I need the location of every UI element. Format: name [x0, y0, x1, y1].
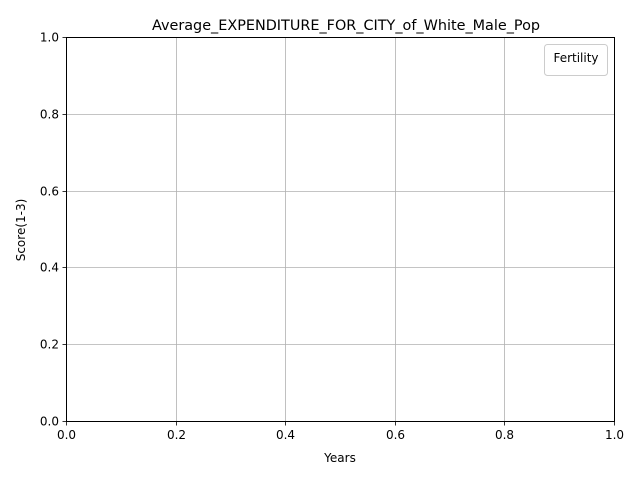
x-tick-label: 1.0 — [605, 428, 624, 442]
y-axis-ticks: 0.0 0.2 0.4 0.6 0.8 1.0 — [40, 31, 67, 429]
x-tick-label: 0.8 — [495, 428, 514, 442]
y-tick-label: 0.0 — [40, 415, 59, 429]
x-tick-label: 0.4 — [276, 428, 295, 442]
legend-box — [544, 44, 608, 76]
y-tick-label: 0.4 — [40, 261, 59, 275]
grid — [66, 37, 615, 422]
y-tick-label: 1.0 — [40, 31, 59, 45]
plot-area-frame — [66, 37, 615, 422]
legend: Fertility — [544, 44, 608, 76]
x-axis-label: Years — [323, 451, 356, 465]
y-tick-label: 0.6 — [40, 185, 59, 199]
x-axis-ticks: 0.0 0.2 0.4 0.6 0.8 1.0 — [57, 421, 624, 442]
legend-title: Fertility — [553, 51, 598, 65]
x-tick-label: 0.6 — [386, 428, 405, 442]
x-tick-label: 0.0 — [57, 428, 76, 442]
chart-title: Average_EXPENDITURE_FOR_CITY_of_White_Ma… — [152, 18, 540, 34]
y-tick-label: 0.8 — [40, 108, 59, 122]
x-tick-label: 0.2 — [167, 428, 186, 442]
y-tick-label: 0.2 — [40, 338, 59, 352]
y-axis-label: Score(1-3) — [14, 199, 28, 262]
